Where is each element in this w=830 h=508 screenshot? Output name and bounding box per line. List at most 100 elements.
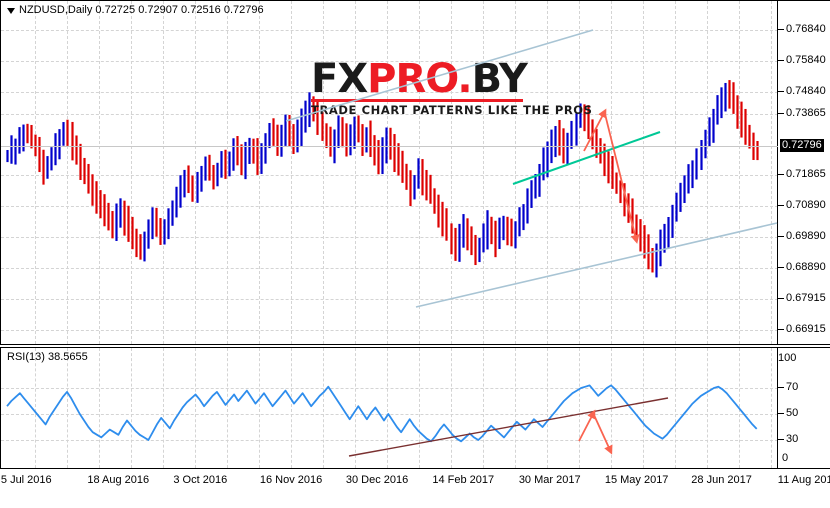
price-chart-panel[interactable]: NZDUSD,Daily 0.72725 0.72907 0.72516 0.7… (0, 0, 830, 345)
gridline-v (227, 348, 228, 468)
current-price-line (1, 146, 778, 147)
y-tick-label: 30 (786, 433, 799, 445)
y-tick: 0.66915 (778, 324, 830, 335)
gridline-v (515, 1, 516, 344)
gridline-v (387, 1, 388, 344)
gridline-v (227, 1, 228, 344)
rsi-plot-area[interactable] (1, 348, 778, 468)
rsi-forecast-arrow-up (578, 409, 596, 442)
y-tick-label: 0.69890 (786, 230, 826, 242)
y-tick-label: 100 (778, 352, 797, 364)
gridline-v (35, 1, 36, 344)
gridline-v (387, 348, 388, 468)
price-panel-header: NZDUSD,Daily 0.72725 0.72907 0.72516 0.7… (19, 4, 264, 16)
gridline-v (195, 1, 196, 344)
y-tick: 0.67915 (778, 293, 830, 304)
gridline-v (483, 1, 484, 344)
rsi-indicator-panel[interactable]: RSI(13) 38.5655 (0, 347, 830, 469)
gridline-v (355, 1, 356, 344)
forecast-arrow-up (583, 108, 607, 152)
y-tick-label: 0.67915 (786, 292, 826, 304)
gridline-v (291, 348, 292, 468)
gridline-h (1, 268, 778, 269)
gridline-v (771, 348, 772, 468)
gridline-v (131, 348, 132, 468)
upper-channel-line (285, 29, 594, 122)
y-tick: 0.74840 (778, 86, 830, 97)
gridline-v (163, 1, 164, 344)
gridline-v (291, 1, 292, 344)
gridline-v (323, 1, 324, 344)
gridline-v (195, 348, 196, 468)
gridline-v (579, 1, 580, 344)
rsi-line (6, 384, 758, 443)
y-tick: 70 (778, 382, 830, 393)
gridline-v (99, 348, 100, 468)
gridline-v (67, 1, 68, 344)
y-tick: 0.71865 (778, 169, 830, 180)
price-annotations[interactable] (1, 1, 778, 344)
gridline-v (739, 1, 740, 344)
gridline-v (451, 348, 452, 468)
price-plot-area[interactable]: FXPRO.BY TRADE CHART PATTERNS LIKE THE P… (1, 1, 778, 344)
rsi-zero-label: 0 (782, 452, 789, 464)
y-tick-label: 0.73865 (786, 107, 826, 119)
y-tick-label: 50 (786, 407, 799, 419)
date-tick-label: 30 Mar 2017 (518, 474, 581, 486)
gridline-v (419, 348, 420, 468)
gridline-h (1, 61, 778, 62)
gridline-v (451, 1, 452, 344)
y-tick: 0.69890 (778, 231, 830, 242)
y-tick: 0.70890 (778, 200, 830, 211)
gridline-h (1, 30, 778, 31)
date-tick-label: 28 Jun 2017 (691, 474, 752, 486)
forecast-arrow-down (604, 113, 640, 244)
y-tick-label: 0.70890 (786, 199, 826, 211)
gridline-h (1, 114, 778, 115)
gridline-h (1, 237, 778, 238)
y-tick-label: 0.74840 (786, 85, 826, 97)
current-price-badge: 0.72796 (780, 139, 824, 152)
y-tick: 0.73865 (778, 108, 830, 119)
gridline-v (355, 348, 356, 468)
gridline-v (771, 1, 772, 344)
gridline-v (35, 348, 36, 468)
gridline-h-rsi-30 (1, 440, 778, 441)
date-tick-label: 30 Dec 2016 (345, 474, 409, 486)
gridline-v (259, 348, 260, 468)
y-tick: 100 (778, 353, 830, 364)
date-tick-label: 18 Aug 2016 (87, 474, 150, 486)
date-tick-label: 3 Oct 2016 (173, 474, 228, 486)
triangle-down-icon[interactable] (7, 8, 15, 14)
y-tick: 0.75840 (778, 55, 830, 66)
gridline-v (675, 348, 676, 468)
y-tick: 0.68890 (778, 262, 830, 273)
gridline-v (643, 348, 644, 468)
date-tick-label: 14 Feb 2017 (432, 474, 495, 486)
price-y-axis: 0.76840 0.75840 0.74840 0.73865 0.71865 … (777, 1, 830, 344)
y-tick-label: 70 (786, 381, 799, 393)
rsi-y-axis: 100 70 50 30 (777, 348, 830, 468)
lower-channel-line (415, 222, 778, 308)
gridline-v (163, 348, 164, 468)
gridline-v (515, 348, 516, 468)
date-tick-label: 11 Aug 2017 (777, 474, 830, 486)
y-tick-label: 0.76840 (786, 23, 826, 35)
y-tick: 0.76840 (778, 24, 830, 35)
gridline-h (1, 330, 778, 331)
gridline-h (1, 206, 778, 207)
gridline-v (99, 1, 100, 344)
rsi-trendline (348, 397, 669, 457)
gridline-h-rsi-70 (1, 388, 778, 389)
gridline-h (1, 299, 778, 300)
date-tick-label: 16 Nov 2016 (259, 474, 323, 486)
gridline-v (67, 348, 68, 468)
gridline-v (323, 348, 324, 468)
gridline-v (675, 1, 676, 344)
date-axis: 5 Jul 2016 18 Aug 2016 3 Oct 2016 16 Nov 20… (0, 471, 830, 508)
gridline-v (131, 1, 132, 344)
gridline-v (259, 1, 260, 344)
gridline-v (547, 348, 548, 468)
gridline-h (1, 92, 778, 93)
y-tick: 30 (778, 434, 830, 445)
